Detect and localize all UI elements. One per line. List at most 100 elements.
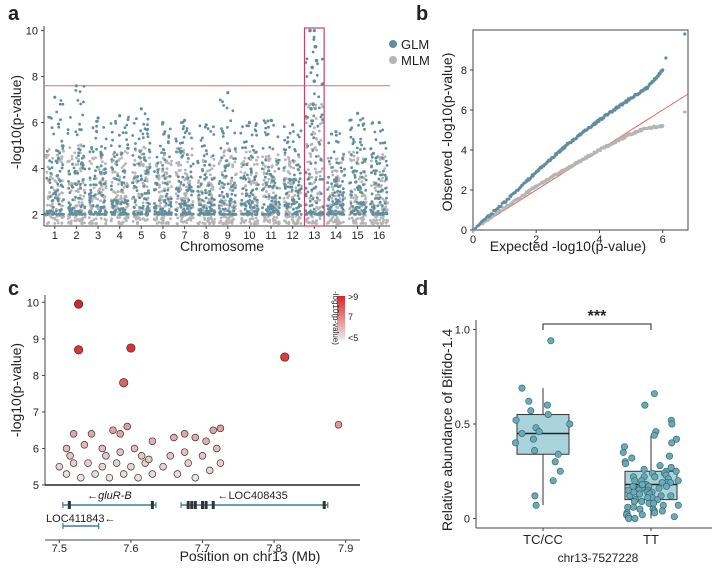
- glm-point: [123, 198, 127, 202]
- mlm-point: [331, 185, 335, 189]
- glm-point: [180, 199, 184, 202]
- glm-peak-point: [96, 116, 100, 120]
- glm-point: [72, 166, 76, 170]
- mlm-point: [248, 220, 252, 224]
- mlm-point: [234, 150, 238, 154]
- glm-point: [120, 188, 124, 192]
- glm-point: [134, 199, 137, 203]
- glm-point: [163, 130, 167, 133]
- glm-point: [95, 204, 99, 208]
- glm-point: [59, 99, 63, 102]
- mlm-point: [206, 220, 210, 223]
- glm-point: [330, 132, 334, 136]
- box-data-point: [651, 509, 659, 517]
- mlm-point: [348, 158, 352, 161]
- glm-point: [244, 204, 248, 208]
- mlm-point: [337, 222, 341, 226]
- mlm-point: [119, 197, 123, 201]
- glm-point: [114, 208, 117, 212]
- glm-point: [304, 102, 308, 106]
- glm-point: [266, 119, 270, 123]
- glm-point: [363, 203, 366, 207]
- glm-point: [78, 148, 82, 152]
- glm-point: [51, 211, 55, 214]
- glm-point: [292, 207, 295, 211]
- mlm-point: [374, 189, 378, 193]
- mlm-point: [116, 216, 120, 220]
- glm-point: [199, 139, 203, 142]
- box-data-point: [620, 443, 628, 451]
- glm-point: [362, 122, 366, 126]
- mlm-point: [306, 105, 310, 109]
- glm-point: [312, 136, 316, 140]
- mlm-point: [369, 219, 372, 222]
- mlm-point: [311, 130, 315, 134]
- mlm-point: [119, 195, 123, 198]
- glm-point: [383, 141, 387, 145]
- glm-point: [183, 131, 187, 135]
- mlm-point: [52, 188, 56, 192]
- glm-point: [363, 147, 366, 151]
- glm-point: [69, 116, 72, 119]
- mlm-point: [347, 150, 351, 154]
- mlm-point: [310, 142, 314, 146]
- mlm-point: [230, 218, 234, 222]
- glm-point: [169, 197, 173, 201]
- mlm-point: [355, 217, 358, 221]
- mlm-point: [143, 146, 147, 150]
- glm-qq-point: [597, 119, 601, 123]
- glm-point: [220, 127, 223, 131]
- glm-point: [222, 186, 225, 190]
- glm-point: [83, 183, 87, 187]
- exon-block: [186, 501, 190, 509]
- snp-point: [62, 470, 71, 478]
- glm-point: [145, 209, 149, 213]
- mlm-point: [383, 167, 387, 170]
- significance-bracket: [542, 323, 652, 330]
- snp-point: [112, 459, 121, 467]
- mlm-point: [98, 187, 102, 191]
- glm-point: [384, 187, 387, 190]
- glm-point: [359, 187, 363, 190]
- glm-point: [161, 167, 165, 171]
- mlm-point: [300, 184, 303, 188]
- glm-point: [341, 194, 345, 197]
- snp-point: [74, 345, 84, 355]
- mlm-point: [120, 156, 124, 160]
- glm-point: [374, 182, 377, 186]
- glm-point: [73, 210, 77, 213]
- box-data-point: [638, 511, 646, 519]
- glm-point: [274, 202, 278, 206]
- mlm-point: [239, 170, 243, 174]
- mlm-point: [376, 222, 379, 225]
- mlm-point: [328, 219, 332, 222]
- glm-point: [110, 130, 114, 134]
- glm-point: [57, 157, 60, 161]
- glm-point: [241, 146, 244, 150]
- snp-point: [74, 299, 84, 309]
- glm-point: [139, 129, 143, 133]
- glm-point: [198, 203, 201, 207]
- glm-point: [248, 195, 252, 198]
- glm-point: [249, 154, 253, 158]
- glm-point: [350, 193, 353, 197]
- mlm-point: [381, 176, 384, 180]
- box-data-point: [665, 452, 673, 460]
- glm-point: [89, 191, 93, 195]
- glm-point: [204, 196, 208, 200]
- glm-point: [297, 197, 301, 201]
- glm-point: [282, 125, 286, 129]
- glm-point: [182, 135, 186, 139]
- box-data-point: [668, 439, 676, 447]
- glm-point: [57, 125, 61, 129]
- glm-point: [58, 179, 62, 183]
- box-data-point: [650, 390, 658, 398]
- glm-point: [181, 141, 185, 145]
- glm-point: [224, 175, 228, 178]
- glm-point: [241, 125, 244, 129]
- glm-qq-point: [683, 32, 687, 36]
- glm-point: [313, 92, 316, 96]
- glm-qq-point: [499, 204, 503, 208]
- mlm-point: [325, 222, 329, 225]
- glm-point: [232, 206, 236, 209]
